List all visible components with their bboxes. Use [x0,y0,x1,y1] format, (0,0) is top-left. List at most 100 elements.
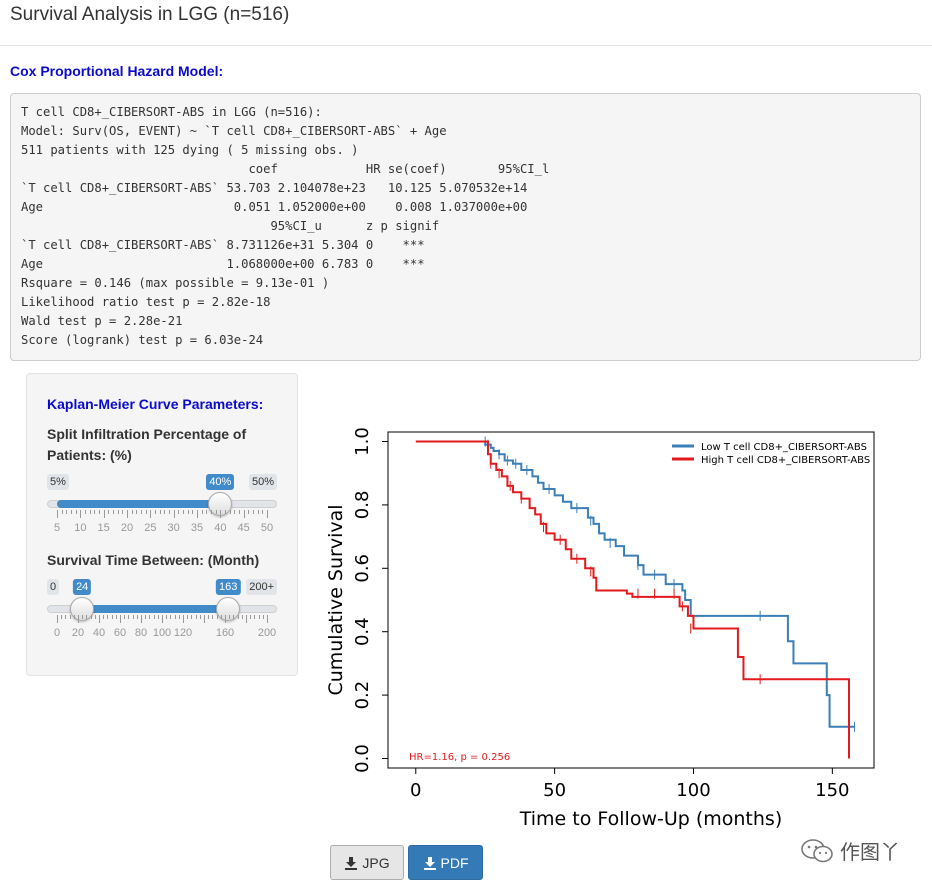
slider-minor-tick [90,615,92,619]
split-value-label: 40% [206,474,235,490]
slider-minor-tick [145,615,147,619]
cox-model-output: T cell CD8+_CIBERSORT-ABS in LGG (n=516)… [10,93,921,361]
slider-minor-tick [132,615,134,619]
slider-minor-tick [94,510,96,514]
slider-minor-tick [250,615,252,619]
cox-output-line: Rsquare = 0.146 (max possible = 9.13e-01… [21,276,330,290]
download-pdf-button[interactable]: PDF [408,845,483,880]
time-slider-bar [82,605,229,613]
slider-tick-label: 20 [120,522,134,534]
slider-minor-tick [73,615,75,619]
slider-minor-tick [248,510,250,514]
time-min-label: 0 [47,579,60,595]
slider-minor-tick [212,615,214,619]
slider-minor-tick [153,615,155,619]
slider-minor-tick [178,615,180,619]
cox-heading: Cox Proportional Hazard Model: [10,63,224,79]
cox-output-line: 95%CI_u z p signif [270,219,440,233]
slider-minor-tick [216,615,218,619]
slider-tick [99,615,100,623]
legend-label: Low T cell CD8+_CIBERSORT-ABS [701,442,867,453]
slider-minor-tick [262,615,264,619]
cox-output-line: Age 1.068000e+00 6.783 0 *** [21,257,425,271]
time-to-label: 163 [215,579,241,595]
hazard-ratio-annotation: HR=1.16, p = 0.256 [409,752,510,763]
download-jpg-label: JPG [362,854,390,871]
download-pdf-label: PDF [440,854,469,871]
km-parameters-heading: Kaplan-Meier Curve Parameters: [47,396,264,412]
slider-minor-tick [192,510,194,514]
download-jpg-button[interactable]: JPG [330,845,404,880]
cox-output-line: Wald test p = 2.28e-21 [21,314,183,328]
km-parameters-panel: Kaplan-Meier Curve Parameters: Split Inf… [26,373,298,676]
y-tick-label: 0.0 [352,744,373,773]
slider-tick [120,615,121,623]
slider-minor-tick [206,510,208,514]
slider-minor-tick [239,510,240,514]
slider-minor-tick [155,510,156,514]
x-tick-label: 50 [543,780,566,801]
slider-tick-label: 15 [97,522,110,534]
slider-minor-tick [103,615,105,619]
cox-output-line: T cell CD8+_CIBERSORT-ABS in LGG (n=516)… [21,105,322,119]
cox-output-line: Model: Surv(OS, EVENT) ~ `T cell CD8+_CI… [21,124,447,138]
time-to-handle[interactable] [216,597,241,621]
slider-minor-tick [82,615,84,619]
slider-minor-tick [195,615,197,619]
page-title: Survival Analysis in LGG (n=516) [10,4,290,25]
slider-minor-tick [69,615,71,619]
slider-minor-tick [234,510,236,514]
y-tick-label: 1.0 [352,427,373,456]
slider-tick-label: 60 [113,627,127,639]
slider-minor-tick [258,615,260,619]
slider-minor-tick [117,510,119,514]
slider-minor-tick [61,510,63,514]
slider-tick [220,510,222,518]
slider-minor-tick [169,510,170,514]
split-percentage-slider[interactable]: 5% 50% 40% 5 10 15 20 25 30 35 40 45 50 [47,474,277,574]
slider-tick-label: 45 [237,522,250,534]
slider-minor-tick [107,615,109,619]
slider-minor-tick [94,615,96,619]
slider-minor-tick [111,615,113,619]
slider-minor-tick [254,615,256,619]
cox-output-line: Age 0.051 1.052000e+00 0.008 1.037000e+0… [21,200,528,214]
slider-tick-label: 20 [71,627,85,639]
slider-minor-tick [201,510,203,514]
slider-tick [173,510,175,518]
slider-tick [80,510,82,518]
slider-tick [183,615,184,623]
slider-tick [243,510,245,518]
slider-minor-tick [220,615,222,619]
watermark-text: 作图丫 [840,842,900,864]
slider-tick-label: 0 [53,627,61,639]
split-slider-bar [57,500,221,508]
slider-tick [127,510,128,518]
slider-tick [57,510,58,518]
slider-minor-tick [131,510,133,514]
slider-minor-tick [128,615,130,619]
slider-tick-label: 160 [215,627,235,639]
slider-minor-tick [241,615,243,619]
x-axis-label: Time to Follow-Up (months) [519,808,783,830]
y-tick-label: 0.2 [352,681,373,710]
slider-tick-label: 30 [167,522,180,534]
slider-tick-label: 40 [92,627,106,639]
slider-minor-tick [75,510,77,514]
slider-tick-label: 80 [134,627,148,639]
slider-minor-tick [136,615,138,619]
slider-minor-tick [233,615,235,619]
slider-minor-tick [65,615,67,619]
slider-minor-tick [262,510,264,514]
slider-minor-tick [253,510,254,514]
slider-minor-tick [149,615,151,619]
slider-minor-tick [183,510,184,514]
slider-minor-tick [215,510,217,514]
slider-tick-label: 120 [173,627,193,639]
slider-minor-tick [61,615,63,619]
slider-minor-tick [211,510,212,514]
survival-time-slider[interactable]: 0 200+ 24 163 0 20 40 60 80 100 120 160 200 [47,579,277,679]
slider-minor-tick [122,510,124,514]
slider-tick [150,510,152,518]
cox-output-line: Likelihood ratio test p = 2.82e-18 [21,295,271,309]
